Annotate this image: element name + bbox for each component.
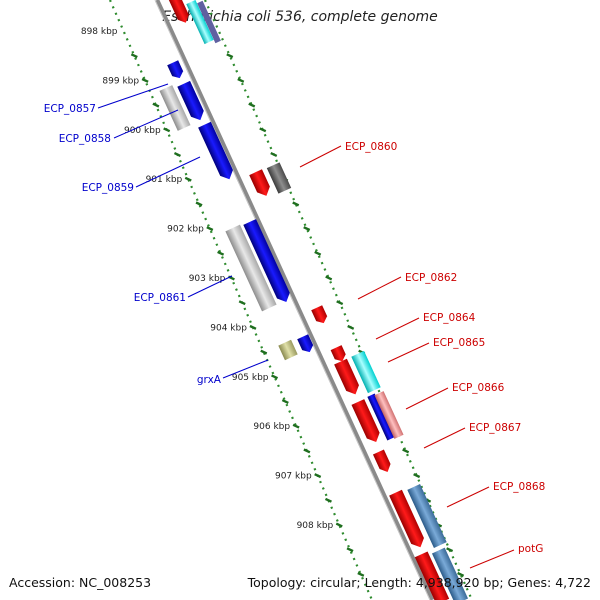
tick-label: 904 kbp <box>210 323 247 333</box>
gene-ecp0858 <box>177 80 204 121</box>
major-tick <box>303 448 311 454</box>
genome-backbone <box>154 0 435 600</box>
label-ecp0857[interactable]: ECP_0857 <box>44 103 96 115</box>
major-tick <box>152 102 160 108</box>
tick-label: 907 kbp <box>275 472 312 482</box>
label-ecp0858[interactable]: ECP_0858 <box>59 133 111 145</box>
label-leaders <box>97 83 515 569</box>
major-tick <box>237 77 245 83</box>
gene-ecp0862 <box>311 305 328 324</box>
gene-potg <box>414 551 450 600</box>
major-tick <box>173 152 181 157</box>
major-tick <box>413 473 421 479</box>
major-tick <box>163 127 171 133</box>
gene-ecp0861 <box>243 219 290 303</box>
gene-ecp0857-gray <box>159 85 191 131</box>
tick-label: 903 kbp <box>189 274 226 284</box>
label-ecp0860[interactable]: ECP_0860 <box>345 141 397 153</box>
gene-ecp0866-pink <box>374 391 404 439</box>
genome-summary-text: Topology: circular; Length: 4,938,920 bp… <box>247 575 591 590</box>
tick-label: 902 kbp <box>167 225 204 235</box>
tick-label: 905 kbp <box>232 373 269 383</box>
major-tick <box>346 547 354 553</box>
major-tick <box>238 300 246 306</box>
gene-ecp0868 <box>389 489 424 548</box>
gene-ecp0866 <box>351 399 380 443</box>
major-tick <box>206 226 214 232</box>
tick-label: 898 kbp <box>81 27 118 37</box>
major-tick <box>141 77 149 83</box>
major-tick <box>259 127 267 133</box>
major-tick <box>271 374 279 380</box>
genome-title: Escherichia coli 536, complete genome <box>162 9 438 25</box>
major-tick <box>325 275 333 281</box>
label-ecp0865[interactable]: ECP_0865 <box>433 337 485 349</box>
major-tick <box>292 201 300 207</box>
label-ecp0859[interactable]: ECP_0859 <box>82 182 134 194</box>
accession-text: Accession: NC_008253 <box>9 575 152 590</box>
major-tick <box>347 324 355 330</box>
major-tick <box>195 201 203 207</box>
major-tick <box>336 300 344 306</box>
tick-label: 899 kbp <box>102 76 139 86</box>
label-ecp0861[interactable]: ECP_0861 <box>134 292 186 304</box>
label-ecp0867[interactable]: ECP_0867 <box>469 422 521 434</box>
major-tick <box>314 473 322 479</box>
gene-ecp0867 <box>372 449 391 473</box>
major-tick <box>457 571 465 577</box>
genes <box>159 0 469 600</box>
tick-label: 900 kbp <box>124 126 161 136</box>
gene-ecp0859 <box>198 121 233 180</box>
major-tick <box>249 324 257 330</box>
major-tick <box>260 349 268 355</box>
label-grxa[interactable]: grxA <box>197 374 222 386</box>
label-ecp0868[interactable]: ECP_0868 <box>493 481 545 493</box>
gene-ecp0864 <box>330 345 346 362</box>
major-tick <box>184 176 192 182</box>
major-tick <box>270 152 278 157</box>
major-tick <box>314 250 322 256</box>
major-tick <box>281 399 289 404</box>
gene-top-1 <box>168 0 189 23</box>
gene-ecp0866-blue <box>367 393 395 441</box>
tick-label: 901 kbp <box>146 175 183 185</box>
major-tick <box>446 547 454 553</box>
major-tick <box>324 497 332 503</box>
gene-top-2 <box>186 0 214 45</box>
gene-ecp0865-cyan <box>351 350 381 394</box>
major-tick <box>402 448 410 454</box>
major-tick <box>357 571 365 577</box>
gene-ecp0861-gray <box>225 224 277 312</box>
major-tick <box>130 53 138 59</box>
major-tick <box>303 226 311 232</box>
major-tick <box>226 53 234 59</box>
label-potg[interactable]: potG <box>518 543 543 555</box>
major-tick <box>292 423 300 429</box>
gene-top-3 <box>197 0 221 44</box>
major-tick <box>248 102 256 108</box>
label-ecp0864[interactable]: ECP_0864 <box>423 312 476 324</box>
label-ecp0862[interactable]: ECP_0862 <box>405 272 457 284</box>
tick-label: 908 kbp <box>297 521 334 531</box>
gene-grxa <box>278 339 298 361</box>
gene-ecp0860-dark <box>266 162 292 194</box>
label-ecp0866[interactable]: ECP_0866 <box>452 382 505 394</box>
gene-ecp0865 <box>334 358 359 395</box>
tick-labels: 898 kbp 899 kbp 900 kbp 901 kbp 902 kbp 903 k… <box>81 27 334 531</box>
gene-ecp0868-steel <box>407 483 447 549</box>
tick-label: 906 kbp <box>253 422 290 432</box>
gene-small-899 <box>167 60 184 79</box>
gene-small-905 <box>297 334 314 353</box>
major-tick <box>335 522 343 528</box>
gene-ecp0860-red <box>249 169 270 196</box>
major-tick <box>217 250 225 256</box>
gene-potg-steel <box>431 547 469 600</box>
